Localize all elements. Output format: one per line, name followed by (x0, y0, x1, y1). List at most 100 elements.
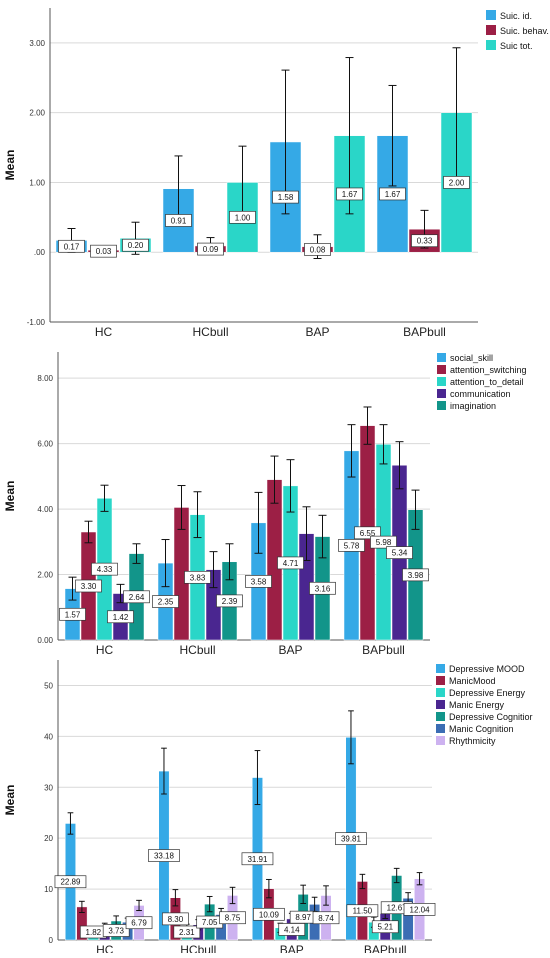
legend-swatch (437, 353, 446, 362)
y-tick-label: 10 (44, 885, 53, 894)
data-label-box (402, 568, 429, 582)
data-label-text: 39.81 (341, 835, 362, 844)
legend-label: Depressive Energy (449, 688, 526, 698)
data-label-box (241, 852, 274, 866)
data-label-box (59, 607, 86, 621)
legend-label: imagination (450, 401, 496, 411)
data-label: 2.00 (443, 176, 470, 189)
legend-label: Suic. behav. (500, 26, 549, 36)
legend-label: communication (450, 389, 511, 399)
x-category-label: BAPbull (362, 643, 405, 657)
data-label-box (304, 243, 331, 256)
y-tick-label: 2.00 (37, 571, 53, 580)
data-label-box (370, 535, 397, 549)
data-label-box (90, 244, 117, 258)
data-label-text: 1.42 (113, 613, 129, 622)
x-category-label: BAPbull (403, 325, 446, 339)
data-label: 0.33 (411, 234, 438, 248)
data-label-text: 1.00 (235, 213, 251, 222)
data-label: 31.91 (241, 852, 274, 866)
x-category-label: HCbull (180, 943, 216, 953)
y-tick-label: 40 (44, 732, 53, 741)
data-label-text: 3.58 (251, 577, 267, 586)
data-label-text: 5.21 (377, 923, 393, 932)
data-label-box (184, 570, 211, 584)
data-label-text: 5.78 (344, 541, 360, 550)
data-label-box (148, 849, 180, 862)
legend-label: Manic Cognition (449, 724, 514, 734)
data-label-box (229, 210, 256, 224)
data-label: 3.58 (245, 575, 272, 588)
data-label: 0.17 (58, 239, 85, 253)
data-label-text: 0.91 (171, 216, 187, 225)
legend-label: social_skill (450, 353, 493, 363)
data-label: 1.67 (336, 187, 363, 201)
chart-panel-3: 0 10 20 30 40 50 Mean HC HCbull BAP BAPbull 22.89 33… (3, 660, 533, 957)
data-label: 4.71 (277, 556, 304, 570)
data-label-text: 0.17 (64, 242, 80, 251)
data-label-text: 33.18 (154, 852, 175, 861)
legend-swatch (436, 736, 445, 745)
data-label-text: 0.09 (203, 245, 219, 254)
data-label: 1.67 (379, 187, 406, 201)
data-label-box (123, 590, 150, 604)
data-label: 5.34 (386, 546, 413, 559)
data-label-text: 2.64 (129, 593, 145, 602)
legend-label: Suic. id. (500, 11, 532, 21)
legend-swatch (437, 389, 446, 398)
x-category-label: BAPbull (364, 943, 407, 953)
y-tick-label: 0 (49, 936, 54, 945)
y-tick-label: 50 (44, 681, 53, 690)
data-label-box (197, 242, 224, 256)
data-label: 11.50 (346, 904, 379, 918)
data-label: 3.16 (309, 581, 336, 595)
data-label-text: 8.75 (225, 914, 241, 923)
data-label-box (277, 556, 304, 570)
data-label: 33.18 (148, 849, 180, 862)
data-label: 2.35 (152, 595, 179, 608)
data-label-text: 11.50 (353, 907, 373, 916)
data-label-box (54, 875, 87, 889)
y-axis-label: Mean (3, 481, 17, 512)
data-label-box (335, 832, 367, 846)
legend-swatch (437, 365, 446, 374)
chart-panel-1: -1.00 .00 1.00 2.00 3.00 Mean HC HCbull BAP BAPbu… (3, 8, 549, 339)
data-label-box (173, 925, 201, 939)
x-category-label: HC (96, 643, 114, 657)
x-category-label: HC (96, 943, 114, 953)
data-label: 1.42 (107, 610, 134, 624)
y-tick-label: 30 (44, 783, 53, 792)
data-label-text: 6.79 (131, 919, 147, 928)
data-label-box (379, 187, 406, 201)
data-label: 22.89 (54, 875, 87, 889)
data-label-text: 1.67 (385, 190, 401, 199)
data-label-text: 22.89 (60, 878, 81, 887)
data-label-text: 7.05 (202, 918, 218, 927)
data-label-text: 3.73 (108, 927, 124, 936)
data-label-text: 2.35 (158, 598, 174, 607)
data-label-box (125, 916, 153, 930)
data-label: 7.05 (196, 915, 224, 929)
legend-label: Suic tot. (500, 41, 533, 51)
data-label-text: 8.30 (168, 915, 184, 924)
data-label-text: 6.55 (360, 529, 376, 538)
legend-swatch (436, 700, 445, 709)
data-label-box (219, 911, 246, 925)
data-label-box (58, 239, 85, 253)
data-label-text: 0.33 (417, 237, 433, 246)
y-tick-label: 2.00 (29, 109, 45, 118)
data-label-text: 8.74 (318, 914, 334, 923)
chart-panel-2: 0.00 2.00 4.00 6.00 8.00 Mean HC HCbull BAP BAPbu… (3, 352, 527, 657)
data-label: 5.21 (371, 920, 399, 934)
data-label: 8.97 (289, 910, 317, 924)
data-label-box (312, 911, 340, 925)
data-label-box (411, 234, 438, 248)
legend-label: Depressive Cognitior (449, 712, 533, 722)
data-label-box (107, 610, 134, 624)
data-label-text: 5.34 (392, 549, 408, 558)
legend-swatch (436, 688, 445, 697)
data-label-text: 12.04 (410, 905, 431, 914)
data-label-box (309, 581, 336, 595)
legend-label: Depressive MOOD (449, 664, 525, 674)
